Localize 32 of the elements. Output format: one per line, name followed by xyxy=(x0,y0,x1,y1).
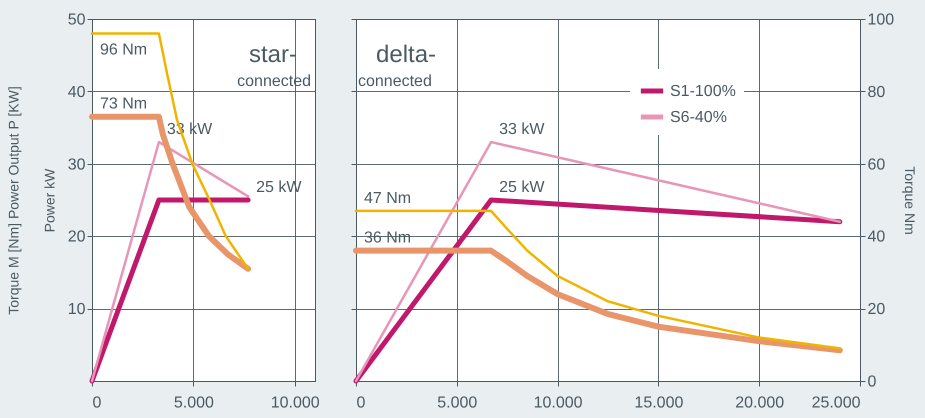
y2-tick-label: 100 xyxy=(868,12,894,28)
x-tick-label: 20.000 xyxy=(735,394,784,412)
data-label: 47 Nm xyxy=(364,190,412,207)
y2-tick-label: 0 xyxy=(868,374,876,390)
text: Torque M [Nm] Power Output P [KW] Power kW xyxy=(6,86,58,315)
data-label: 96 Nm xyxy=(100,41,148,58)
y-tick-label: 10 xyxy=(68,301,86,318)
x-tick-label: 0 xyxy=(356,394,366,412)
text: connected xyxy=(358,73,432,90)
x-tick-label: 10.000 xyxy=(534,394,583,412)
y2-tick-label: 20 xyxy=(868,301,886,318)
text: delta- xyxy=(376,41,436,68)
x-tick-label: 5.000 xyxy=(174,394,214,412)
y-tick-label: 50 xyxy=(68,12,86,28)
x-tick-label: 10.000 xyxy=(270,394,320,412)
y-tick-label: 40 xyxy=(68,84,86,101)
data-label: 33 kW xyxy=(499,121,546,138)
x-tick-label: 25.000 xyxy=(812,394,861,412)
x-tick-label: 5.000 xyxy=(437,394,478,412)
legend-label: S1-100% xyxy=(670,83,736,100)
y2-axis-title: Torque Nm xyxy=(902,166,918,235)
line-series xyxy=(354,210,842,350)
legend-label: S6-40% xyxy=(670,109,727,126)
data-label: 25 kW xyxy=(499,179,546,196)
x-tick-label: 15.000 xyxy=(634,394,684,412)
y2-tick-label: 40 xyxy=(868,228,886,246)
data-label: 73 Nm xyxy=(100,96,148,113)
y2-tick-label: 60 xyxy=(868,156,886,174)
y-tick-label: 20 xyxy=(68,228,86,246)
y-tick-label: 30 xyxy=(68,156,86,174)
y2-tick-label: 80 xyxy=(868,84,886,101)
x-tick-label: 0 xyxy=(92,394,102,412)
